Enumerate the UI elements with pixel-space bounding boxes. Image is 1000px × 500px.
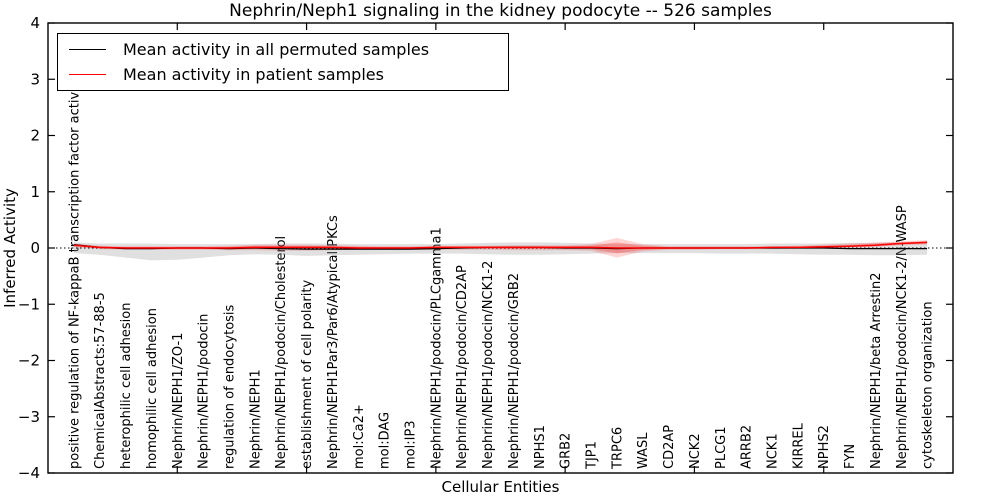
x-tick-label: Nephrin/NEPH1/podocin/NCK1-2 [481, 261, 496, 469]
x-tick-label: TJP1 [585, 441, 600, 470]
x-tick-label: WASL [636, 432, 651, 469]
y-tick-label: 2 [30, 127, 40, 145]
x-tick-label: Nephrin/NEPH1/podocin/CD2AP [455, 265, 470, 469]
x-tick-label: Nephrin/NEPH1/podocin/PLCgamma1 [429, 227, 444, 469]
x-tick-label: homophilic cell adhesion [145, 308, 160, 469]
y-tick-label: 4 [30, 14, 40, 32]
y-tick-label: −2 [18, 352, 40, 370]
x-tick-label: Nephrin/NEPH1/podocin/GRB2 [507, 273, 522, 469]
legend-label-permuted: Mean activity in all permuted samples [123, 40, 430, 59]
x-axis-label: Cellular Entities [441, 478, 560, 496]
permuted-range-band [73, 242, 928, 261]
x-tick-label: Nephrin/NEPH1/podocin [197, 314, 212, 469]
legend-entry-patient: Mean activity in patient samples [69, 63, 508, 87]
y-tick-label: −4 [18, 464, 40, 482]
x-tick-label: FYN [843, 444, 858, 469]
y-tick-label: 1 [30, 183, 40, 201]
x-tick-label: Nephrin/NEPH1/beta Arrestin2 [869, 273, 884, 470]
x-tick-label: mol:DAG [378, 412, 393, 469]
x-tick-label: NPHS1 [533, 425, 548, 469]
x-tick-label: Nephrin/NEPH1/podocin/Cholesterol [274, 236, 289, 469]
legend-label-patient: Mean activity in patient samples [123, 65, 384, 84]
x-tick-label: CD2AP [662, 425, 677, 469]
x-tick-label: KIRREL [791, 422, 806, 469]
x-tick-label: heterophilic cell adhesion [119, 303, 134, 470]
y-tick-label: 3 [30, 70, 40, 88]
x-tick-label: positive regulation of NF-kappaB transcr… [67, 75, 82, 469]
x-tick-label: TRPC6 [610, 427, 625, 470]
x-tick-label: Nephrin/NEPH1Par3/Par6/Atypical PKCs [326, 215, 341, 469]
legend: Mean activity in all permuted samples Me… [57, 33, 509, 91]
x-tick-label: ChemicalAbstracts:57-88-5 [93, 292, 108, 469]
x-tick-label: mol:Ca2+ [352, 404, 367, 469]
x-tick-label: NCK1 [766, 433, 781, 469]
y-tick-label: 0 [30, 239, 40, 257]
x-tick-label: Nephrin/NEPH1 [248, 369, 263, 469]
x-tick-label: mol:IP3 [404, 420, 419, 469]
x-tick-label: NCK2 [688, 433, 703, 469]
patient-line-swatch [69, 74, 106, 75]
x-tick-label: regulation of endocytosis [223, 304, 238, 469]
patient-mean-line [73, 241, 928, 249]
x-tick-label: NPHS2 [817, 425, 832, 469]
x-tick-label: ARRB2 [740, 425, 755, 469]
x-tick-label: GRB2 [559, 433, 574, 469]
chart-title: Nephrin/Neph1 signaling in the kidney po… [229, 1, 772, 21]
y-tick-label: −3 [18, 408, 40, 426]
x-tick-label: establishment of cell polarity [300, 280, 315, 469]
x-tick-label: PLCG1 [714, 426, 729, 469]
legend-entry-permuted: Mean activity in all permuted samples [69, 38, 508, 62]
x-tick-label: Nephrin/NEPH1/ZO-1 [171, 333, 186, 469]
y-tick-label: −1 [18, 295, 40, 313]
permuted-line-swatch [69, 49, 106, 50]
x-tick-label: cytoskeleton organization [921, 301, 936, 469]
y-axis-label: Inferred Activity [1, 188, 19, 308]
x-tick-label: Nephrin/NEPH1/podocin/NCK1-2/N-WASP [895, 205, 910, 469]
